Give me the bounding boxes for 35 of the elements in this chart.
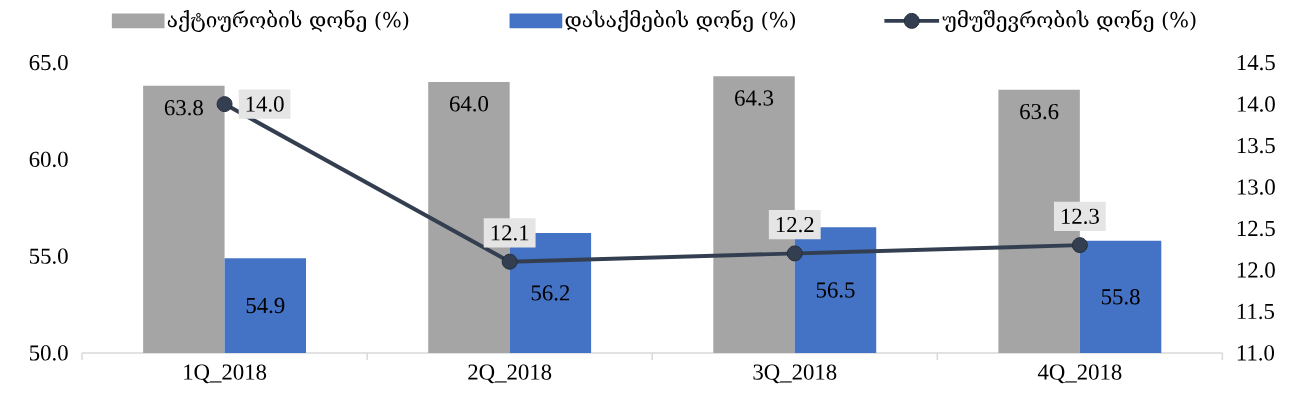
y2-tick-label: 11.0: [1237, 345, 1275, 361]
data-label: 54.9: [246, 297, 285, 314]
y-tick-label: 65.0: [29, 55, 68, 71]
point: [786, 245, 803, 262]
data-label: 12.3: [1061, 208, 1099, 225]
data-label: 12.1: [491, 225, 529, 241]
point: [1071, 237, 1088, 254]
point: [501, 253, 518, 270]
y2-tick-label: 13.0: [1237, 179, 1275, 195]
legend-label: დასაქმების დონე (%): [565, 9, 795, 33]
x-tick-label: 1Q_2018: [184, 364, 267, 384]
data-label: 14.0: [246, 96, 284, 112]
data-label: 56.5: [816, 282, 855, 298]
data-label: 64.3: [735, 90, 774, 106]
y2-tick-label: 14.0: [1237, 96, 1275, 112]
x-tick-label: 3Q_2018: [753, 364, 837, 384]
y-tick-label: 60.0: [29, 151, 68, 168]
y2-tick-label: 12.0: [1237, 262, 1275, 278]
y-tick-label: 50.0: [30, 345, 68, 361]
y2-tick-label: 14.5: [1237, 55, 1275, 71]
data-label: 55.8: [1101, 289, 1140, 305]
data-label: 56.2: [531, 285, 570, 301]
y2-tick-label: 11.5: [1237, 303, 1274, 320]
x-tick-label: 4Q_2018: [1037, 364, 1122, 384]
y-tick-label: 55.0: [30, 248, 68, 265]
data-label: 63.6: [1020, 104, 1059, 120]
legend-label: აქტიურობის დონე (%): [167, 9, 409, 33]
legend-label: უმუშევრობის დონე (%): [942, 9, 1196, 33]
x-tick-label: 2Q_2018: [468, 364, 552, 384]
y2-tick-label: 12.5: [1237, 220, 1275, 237]
data-label: 64.0: [449, 96, 489, 112]
data-label: 12.2: [776, 217, 814, 233]
data-label: 63.8: [164, 100, 203, 116]
y2-tick-label: 13.5: [1237, 138, 1275, 154]
point: [216, 96, 233, 113]
